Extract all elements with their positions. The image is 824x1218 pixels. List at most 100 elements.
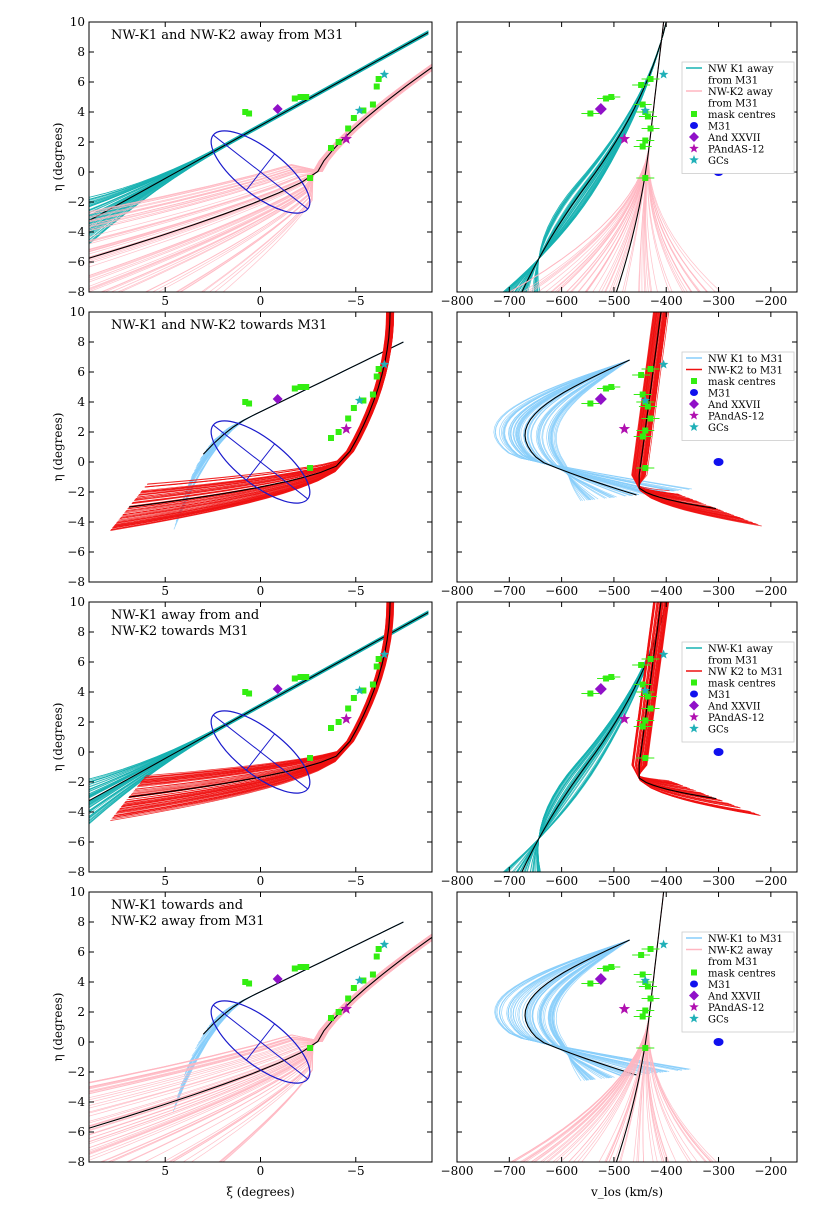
nw-k2-orbit-best-orbit [89, 66, 432, 259]
nw-k1-orbit [509, 22, 667, 292]
y-tick-label: −8 [67, 865, 85, 879]
nw-k2-orbit-best-orbit [615, 22, 665, 292]
y-tick-label: 6 [77, 75, 85, 89]
legend-label: PAndAS-12 [708, 713, 764, 724]
panel-title: NW-K2 away from M31 [111, 914, 265, 929]
y-tick-label: −4 [67, 515, 85, 529]
nw-k2-orbit [136, 312, 389, 498]
mask-centre-marker [297, 384, 304, 390]
legend-label: mask centres [708, 110, 776, 121]
mask-centre-marker [369, 681, 376, 688]
nw-k1-orbit [532, 939, 630, 1077]
x-tick-label: 0 [257, 874, 265, 888]
mask-centre-marker [360, 107, 367, 114]
nw-k1-orbit [503, 359, 675, 492]
y-tick-label: 6 [77, 655, 85, 669]
x-tick-label: −300 [702, 584, 735, 598]
x-tick-label: 5 [161, 1164, 169, 1178]
nw-k1-orbit-best-orbit [89, 32, 429, 222]
legend-label: GCs [708, 725, 729, 736]
nw-k2-orbit [89, 68, 432, 232]
nw-k1-orbit [510, 22, 667, 292]
nw-k2-orbit [647, 892, 670, 1162]
pandas-12-marker [340, 423, 352, 434]
gc-marker [379, 649, 390, 659]
nw-k1-orbit [502, 22, 667, 292]
legend-and27-swatch [689, 399, 699, 409]
mask-centre-marker [647, 366, 654, 372]
mask-centre-marker [642, 137, 649, 144]
nw-k2-orbit [144, 312, 388, 488]
nw-k2-orbit [631, 312, 758, 525]
legend-label: NW-K1 to M31 [708, 934, 783, 945]
nw-k2-orbit [134, 312, 390, 501]
x-tick-label: −5 [347, 1164, 365, 1178]
mask-centre-marker [246, 980, 253, 987]
pandas-12-marker [340, 713, 352, 724]
nw-k1-orbit [89, 613, 429, 819]
nw-k1-orbit [215, 921, 404, 1019]
nw-k2-orbit [89, 937, 432, 1127]
nw-k2-orbit [89, 936, 432, 1131]
gc-marker [354, 685, 365, 695]
x-tick-label: −500 [597, 1164, 630, 1178]
nw-k2-orbit [522, 892, 664, 1162]
panel-3-position: −8 −6 −4 −2 0 2 4 6 8 10 5 0 −5 η (degrees) NW-K1 away… [51, 595, 433, 888]
nw-k1-orbit [501, 939, 679, 1071]
nw-k2-orbit [116, 65, 432, 292]
mask-centre-marker [639, 681, 646, 688]
mask-centre-marker [639, 433, 646, 440]
ellipse-minor-axis [245, 1023, 276, 1061]
legend-label: GCs [708, 156, 729, 167]
mask-centre-marker [360, 977, 367, 984]
panel-title: NW-K1 towards and [111, 898, 243, 913]
nw-k2-orbit [208, 63, 432, 292]
nw-k2-orbit [636, 602, 729, 804]
nw-k2-orbit [89, 65, 432, 281]
nw-k2-orbit [635, 602, 734, 806]
nw-k2-orbit [218, 933, 432, 1162]
legend-label: PAndAS-12 [708, 145, 764, 156]
and-xxvii-marker [594, 683, 607, 695]
nw-k2-orbit [190, 933, 432, 1162]
nw-k2-orbit [89, 938, 432, 1099]
nw-k2-orbit [140, 312, 389, 493]
nw-k1-orbit [89, 613, 429, 824]
nw-k2-orbit [635, 312, 734, 516]
legend-and27-swatch [689, 132, 699, 142]
x-tick-label: −700 [493, 584, 526, 598]
mask-centre-marker [307, 465, 314, 471]
nw-k2-orbit [145, 312, 388, 488]
mask-centre-marker [335, 1009, 342, 1015]
mask-centre-marker [603, 95, 610, 102]
nw-k2-orbit [114, 312, 394, 526]
mask-centre-marker [587, 400, 594, 407]
y-tick-label: 0 [77, 1035, 85, 1049]
legend-m31-swatch [690, 389, 698, 396]
legend-label: M31 [708, 980, 731, 991]
nw-k2-orbit [638, 892, 664, 1162]
x-tick-label: −700 [493, 874, 526, 888]
nw-k1-orbit [503, 602, 667, 872]
mask-centre-marker [644, 983, 651, 990]
x-tick-label: −400 [650, 294, 683, 308]
legend-label: M31 [708, 690, 731, 701]
ellipse-minor-axis [245, 153, 276, 191]
mask-centre-marker [587, 690, 594, 697]
mask-centre-marker [642, 175, 649, 181]
nw-k2-orbit [219, 933, 432, 1162]
m31-disk-ellipse [210, 420, 311, 504]
mask-centre-marker [328, 1015, 335, 1021]
axes-frame [456, 311, 798, 583]
nw-k1-orbit [175, 341, 404, 522]
legend-label: And XXVII [707, 133, 761, 144]
x-tick-label: −200 [754, 294, 787, 308]
mask-centre-marker [345, 995, 352, 1002]
y-axis-label: η (degrees) [51, 703, 65, 772]
panel-4-velocity: −800 −700 −600 −500 −400 −300 −200 NW-K1 to M31… [441, 891, 798, 1199]
x-tick-label: −400 [650, 1164, 683, 1178]
panel-2-velocity: −800 −700 −600 −500 −400 −300 −200 NW K1 to M31… [441, 311, 798, 598]
nw-k1-orbit [89, 610, 429, 786]
nw-k1-orbit [175, 341, 404, 522]
legend-label: NW K2 to M31 [708, 667, 783, 678]
